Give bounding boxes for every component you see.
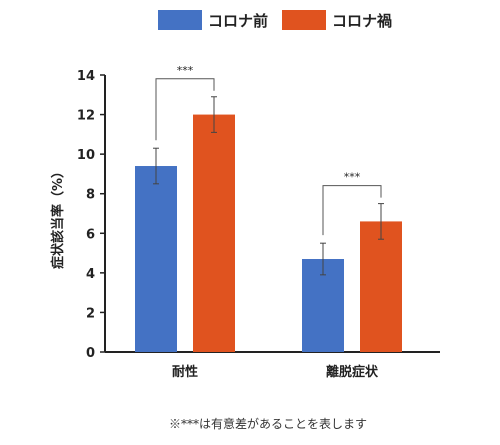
bar-0-0: [135, 166, 177, 352]
y-tick-label: 0: [86, 346, 95, 361]
legend-swatch: [282, 10, 326, 30]
legend-label: コロナ禍: [332, 12, 392, 30]
legend-label: コロナ前: [208, 12, 268, 30]
error-bars: [153, 96, 384, 276]
significance-bracket: [322, 185, 382, 236]
y-tick-label: 2: [86, 306, 95, 321]
bar-0-1: [193, 114, 235, 352]
y-tick-label: 10: [77, 148, 95, 163]
category-labels: 耐性 離脱症状: [172, 364, 379, 380]
y-tick-label: 6: [86, 227, 95, 242]
significance-brackets: *** ***: [155, 64, 382, 236]
significance-label: ***: [177, 64, 194, 77]
significance-label: ***: [344, 171, 361, 184]
category-label: 離脱症状: [326, 364, 379, 380]
legend-swatch: [158, 10, 202, 30]
bar-1-1: [360, 221, 402, 352]
bars: [135, 114, 402, 352]
category-label: 耐性: [172, 364, 198, 380]
footnote: ※***は有意差があることを表します: [169, 416, 367, 431]
y-axis-label: 症状該当率（%）: [50, 165, 66, 269]
y-tick-label: 14: [77, 69, 95, 84]
y-tick-label: 4: [86, 267, 95, 282]
legend: コロナ前 コロナ禍: [158, 10, 392, 30]
significance-bracket: [155, 78, 215, 141]
y-tick-label: 8: [86, 188, 95, 203]
y-tick-label: 12: [77, 109, 95, 124]
